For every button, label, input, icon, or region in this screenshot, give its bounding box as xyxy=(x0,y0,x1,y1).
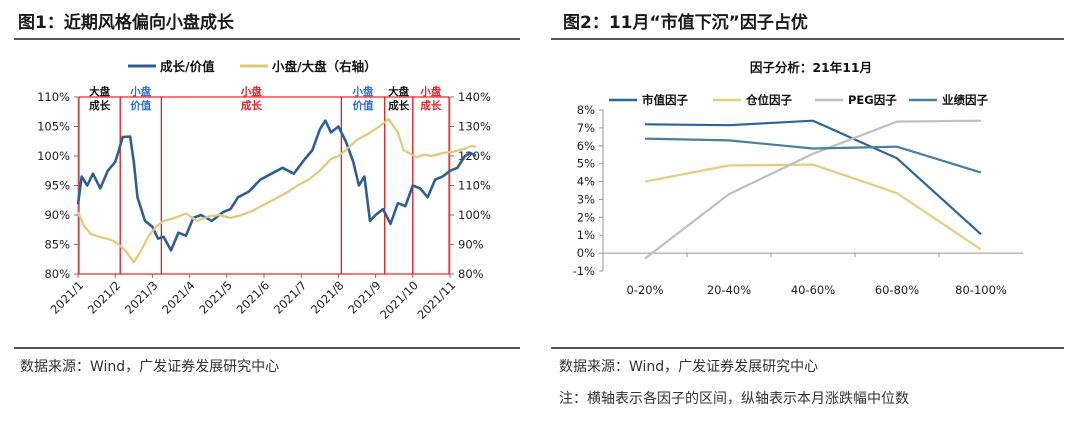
y-tick-label: 8% xyxy=(577,103,595,117)
growth-value-chart: 成长/价值 小盘/大盘（右轴） 80% 85% 90% 95% 100% 105% 110% 8… xyxy=(37,59,491,322)
left-source-divider xyxy=(14,347,520,349)
x-tick-label: 2021/5 xyxy=(196,278,235,317)
y-tick-label: 1% xyxy=(577,228,595,242)
region-box-1 xyxy=(119,96,162,275)
region-label-top-4: 大盘 xyxy=(388,85,409,98)
region-label-bottom-5: 成长 xyxy=(420,99,441,112)
region-label-top-2: 小盘 xyxy=(240,85,262,98)
y-right-tick-label: 130% xyxy=(458,120,491,134)
y-left-tick-label: 90% xyxy=(44,208,70,222)
y-right-tick-label: 90% xyxy=(458,238,484,252)
left-panel: 图1：近期风格偏向小盘成长 成长/价值 小盘/大盘（右轴） 80% 85% 90% 95… xyxy=(0,0,530,422)
series-line-0 xyxy=(644,119,982,236)
x-tick-label: 40-60% xyxy=(791,283,835,297)
x-tick-label: 2021/7 xyxy=(271,278,310,317)
x-tick-label: 2021/6 xyxy=(234,278,273,317)
y-left-tick-label: 110% xyxy=(37,90,70,104)
left-source-text: 数据来源：Wind，广发证券发展研究中心 xyxy=(20,359,280,375)
y-left-tick-label: 100% xyxy=(37,149,70,163)
x-tick-label: 0-20% xyxy=(626,283,663,297)
left-legend: 成长/价值 小盘/大盘（右轴） xyxy=(128,59,377,74)
x-tick-label: 2021/2 xyxy=(85,278,124,317)
x-tick-label: 2021/4 xyxy=(159,278,198,317)
region-label-top-3: 小盘 xyxy=(352,85,374,98)
x-tick-label: 2021/11 xyxy=(414,278,458,322)
right-series xyxy=(644,119,982,260)
left-axes: 80%85%90%95%100%105%110%80%90%100%110%12… xyxy=(37,90,491,322)
x-tick-label: 2021/10 xyxy=(377,278,421,322)
region-label-top-5: 小盘 xyxy=(419,85,441,98)
y-right-tick-label: 140% xyxy=(458,90,491,104)
legend-label-1: 仓位因子 xyxy=(745,93,792,107)
y-left-tick-label: 85% xyxy=(44,238,70,252)
region-label-bottom-4: 成长 xyxy=(388,99,409,112)
region-label-bottom-0: 成长 xyxy=(89,99,110,112)
factor-chart-title: 因子分析：21年11月 xyxy=(750,60,872,75)
x-tick-label: 60-80% xyxy=(875,283,919,297)
legend-label-0: 市值因子 xyxy=(642,93,688,107)
y-left-tick-label: 105% xyxy=(37,120,70,134)
right-figure-title: 图2：11月“市值下沉”因子占优 xyxy=(563,13,808,33)
right-title-divider xyxy=(551,38,1064,40)
y-right-tick-label: 100% xyxy=(458,208,491,222)
region-label-bottom-1: 价值 xyxy=(130,99,151,112)
y-tick-label: 0% xyxy=(577,246,595,260)
region-box-3 xyxy=(340,96,386,275)
legend-label-3: 业绩因子 xyxy=(942,93,988,107)
legend-label-1: 小盘/大盘（右轴） xyxy=(271,59,377,74)
region-box-4 xyxy=(384,96,414,275)
series-line-3 xyxy=(644,137,982,174)
right-axes: -1% 0% 1% 2% 3% 4% 5% 6% 7% 8% 0-20% 20-40% 40-60% 60… xyxy=(573,103,1023,297)
y-left-tick-label: 80% xyxy=(44,267,70,281)
y-tick-label: 5% xyxy=(577,157,595,171)
left-figure-title: 图1：近期风格偏向小盘成长 xyxy=(18,13,234,33)
y-tick-label: 2% xyxy=(577,210,595,224)
region-label-bottom-2: 成长 xyxy=(241,99,262,112)
legend-label-2: PEG因子 xyxy=(848,93,897,107)
x-tick-label: 2021/8 xyxy=(308,278,347,317)
y-left-tick-label: 95% xyxy=(44,179,70,193)
right-legend: 市值因子 仓位因子 PEG因子 业绩因子 xyxy=(609,93,988,107)
left-title-divider xyxy=(14,38,520,40)
factor-analysis-chart: 因子分析：21年11月 市值因子 仓位因子 PEG因子 业绩因子 -1% 0% 1% 2% 3… xyxy=(573,60,1023,297)
region-box-5 xyxy=(412,96,450,275)
region-label-bottom-3: 价值 xyxy=(353,99,374,112)
region-box-2 xyxy=(160,96,342,275)
right-note-text: 注：横轴表示各因子的区间，纵轴表示本月涨跌幅中位数 xyxy=(559,391,909,407)
x-tick-label: 2021/1 xyxy=(48,278,87,317)
left-plot-frame xyxy=(77,96,451,275)
y-tick-label: 6% xyxy=(577,139,595,153)
y-tick-label: -1% xyxy=(573,264,595,278)
series-line-0 xyxy=(76,119,477,252)
left-series xyxy=(76,117,477,264)
y-tick-label: 7% xyxy=(577,121,595,135)
y-right-tick-label: 80% xyxy=(458,267,484,281)
region-label-top-0: 大盘 xyxy=(89,85,110,98)
y-right-tick-label: 110% xyxy=(458,179,491,193)
x-tick-label: 2021/3 xyxy=(122,278,161,317)
x-tick-label: 80-100% xyxy=(955,283,1007,297)
series-line-1 xyxy=(644,163,982,251)
y-tick-label: 4% xyxy=(577,175,595,189)
legend-label-0: 成长/价值 xyxy=(160,59,215,74)
region-label-top-1: 小盘 xyxy=(129,85,151,98)
right-panel: 图2：11月“市值下沉”因子占优 因子分析：21年11月 市值因子 仓位因子 PEG… xyxy=(545,0,1080,422)
y-tick-label: 3% xyxy=(577,192,595,206)
series-line-1 xyxy=(76,117,477,264)
right-source-divider xyxy=(551,347,1064,349)
series-line-2 xyxy=(644,119,982,260)
right-source-text: 数据来源：Wind，广发证券发展研究中心 xyxy=(559,359,819,375)
x-tick-label: 20-40% xyxy=(707,283,751,297)
